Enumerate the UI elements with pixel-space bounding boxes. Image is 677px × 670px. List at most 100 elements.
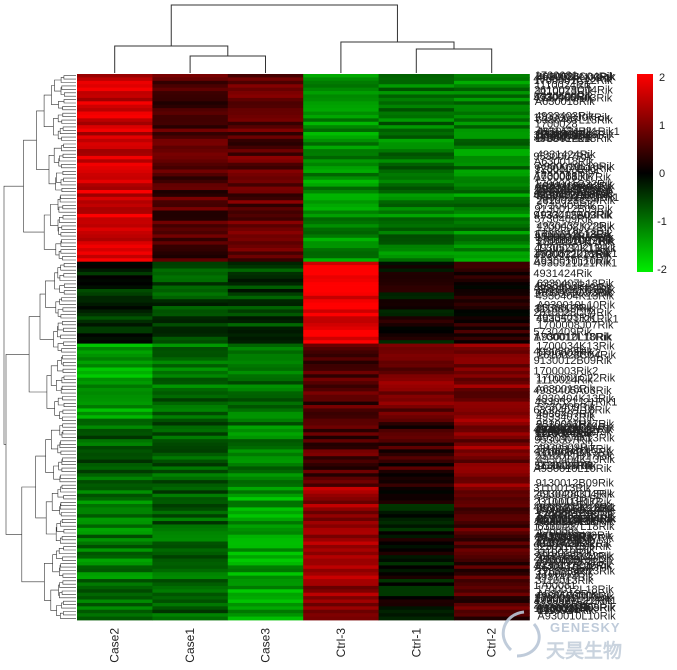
heatmap-cell — [378, 435, 455, 440]
heatmap-cell — [454, 142, 530, 147]
heatmap-cell — [303, 278, 379, 283]
heatmap-cell — [227, 466, 304, 471]
heatmap-cell — [227, 285, 304, 290]
heatmap-cell — [378, 132, 455, 136]
row-label: 1700012L18Rik — [533, 249, 611, 261]
dendrogram-branch — [57, 444, 61, 454]
heatmap-cell — [152, 230, 229, 235]
heatmap-cell — [227, 408, 304, 413]
heatmap-cell — [303, 551, 379, 556]
heatmap-cell — [77, 394, 153, 399]
heatmap-cell — [378, 449, 455, 454]
heatmap-cell — [152, 295, 229, 300]
heatmap-cell — [454, 172, 530, 177]
heatmap-cell — [303, 176, 379, 181]
dendrogram-branch — [59, 582, 76, 588]
row-label: 1700001C22Rik — [537, 510, 616, 522]
heatmap-cell — [77, 575, 153, 580]
heatmap-cell — [152, 473, 229, 478]
heatmap-cell — [152, 445, 229, 450]
heatmap-cell — [303, 524, 379, 529]
heatmap-cell — [454, 435, 530, 440]
heatmap-cell — [454, 405, 530, 409]
heatmap-cell — [378, 166, 455, 170]
heatmap-cell — [454, 527, 530, 532]
colorbar-gradient — [637, 74, 653, 272]
dendrogram-branch — [62, 416, 76, 421]
dendrogram-branch — [57, 267, 61, 279]
heatmap-cell — [303, 193, 379, 198]
heatmap-cell — [77, 391, 153, 396]
dendrogram-branch — [59, 196, 76, 203]
heatmap-cell — [454, 261, 530, 266]
heatmap-cell — [378, 172, 455, 177]
row-label: 4930521J21Rik1 — [534, 595, 617, 607]
heatmap-cell — [227, 548, 304, 553]
heatmap-cell — [152, 387, 229, 392]
heatmap-cell — [303, 425, 379, 430]
heatmap-cell — [152, 319, 229, 324]
heatmap-cell — [77, 288, 153, 293]
row-label: 2210011Rik — [533, 600, 591, 612]
heatmap-cell — [77, 323, 153, 327]
heatmap-cell — [227, 295, 304, 300]
heatmap-cell — [303, 418, 379, 423]
heatmap-cell — [77, 602, 153, 607]
row-label: 1700001C22Rik — [534, 505, 613, 517]
dendrogram-branch — [62, 205, 76, 210]
heatmap-cell — [77, 97, 153, 102]
heatmap-cell — [152, 425, 229, 430]
dendrogram-branch — [54, 401, 60, 416]
heatmap-cell — [378, 275, 455, 280]
heatmap-cell — [378, 521, 455, 525]
heatmap-cell — [227, 425, 304, 430]
heatmap-cell — [454, 439, 530, 443]
heatmap-cell — [378, 579, 455, 583]
heatmap-cell — [152, 456, 229, 461]
row-label: 6330407L18Rik — [536, 115, 614, 127]
row-label: 9230117E06Rik — [533, 541, 611, 553]
heatmap-cell — [378, 278, 455, 283]
heatmap-cell — [152, 104, 229, 109]
heatmap-cell — [77, 360, 153, 365]
row-label: 4930509Rik — [535, 91, 594, 103]
heatmap-cell — [378, 213, 455, 218]
dendrogram-branch — [39, 293, 54, 340]
dendrogram-branch — [61, 484, 76, 489]
heatmap-cell — [77, 432, 153, 437]
heatmap-cell — [227, 343, 304, 348]
heatmap-cell — [303, 196, 379, 201]
heatmap-cell — [303, 575, 379, 580]
heatmap-cell — [303, 405, 379, 409]
heatmap-cell — [454, 309, 530, 314]
heatmap-cell — [303, 132, 379, 136]
heatmap-cell — [227, 80, 304, 85]
heatmap-cell — [378, 77, 455, 82]
heatmap-cell — [303, 323, 379, 327]
heatmap-cell — [303, 340, 379, 344]
heatmap-cell — [227, 309, 304, 314]
heatmap-cell — [378, 84, 455, 89]
heatmap-cell — [77, 387, 153, 392]
dendrogram-branch — [54, 272, 60, 290]
row-label: 1700081 — [537, 604, 580, 616]
heatmap-cell — [303, 217, 379, 222]
heatmap-cell — [303, 172, 379, 177]
dendrogram-branch — [44, 563, 53, 601]
row-label: 2610028C04Rik — [537, 513, 616, 525]
heatmap-cell — [77, 94, 153, 99]
row-label: A930010L10Rik — [534, 331, 613, 343]
heatmap-cell — [77, 101, 153, 106]
dendrogram-branch — [58, 101, 64, 109]
heatmap-cell — [454, 585, 530, 590]
dendrogram-branch — [60, 77, 76, 83]
heatmap-cell — [152, 248, 229, 252]
heatmap-cell — [378, 490, 455, 495]
row-label: 1700003Rik2 — [533, 366, 598, 378]
row-label: 1700001C22Rik — [534, 595, 613, 607]
heatmap-cell — [303, 381, 379, 385]
heatmap-cell — [77, 493, 153, 498]
row-label: 1700028 — [537, 555, 580, 567]
heatmap-cell — [303, 336, 379, 341]
heatmap-cell — [152, 517, 229, 522]
